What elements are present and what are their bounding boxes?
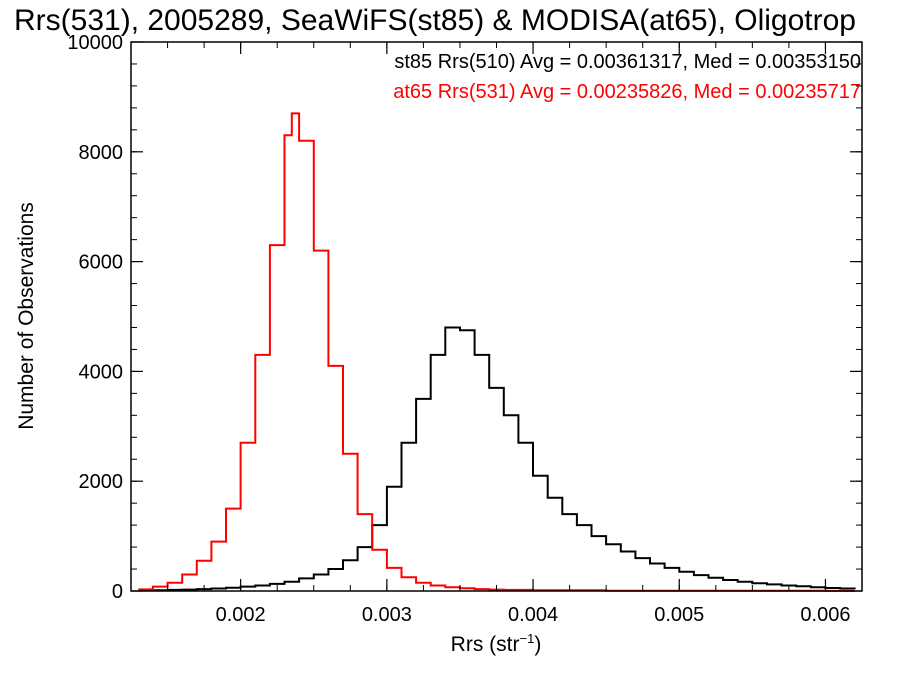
y-tick-label: 8000: [79, 142, 124, 164]
series-line-1: [138, 112, 855, 592]
y-axis-label: Number of Observations: [15, 202, 38, 430]
tick-layer: 0.002 0.003 0.004 0.005 0.006 0 2000 4000 6000 80…: [67, 32, 863, 626]
y-tick-label: 4000: [79, 361, 124, 383]
series-line-0: [138, 326, 856, 592]
chart-title: Rrs(531), 2005289, SeaWiFS(st85) & MODIS…: [14, 4, 856, 37]
series-layer: [138, 112, 856, 592]
x-axis-label-sup: −1: [520, 631, 535, 646]
y-tick-label: 2000: [79, 471, 124, 493]
x-tick-label: 0.002: [216, 604, 266, 626]
x-axis-label-main: Rrs (str: [451, 633, 520, 656]
x-axis-label: Rrs (str−1): [451, 631, 542, 656]
y-tick-label: 6000: [79, 252, 124, 274]
y-tick-label: 0: [112, 581, 123, 603]
x-tick-label: 0.005: [654, 604, 704, 626]
legend-entry-st85: st85 Rrs(510) Avg = 0.00361317, Med = 0.…: [394, 51, 861, 73]
x-axis-label-end: ): [534, 633, 541, 656]
x-tick-label: 0.004: [508, 604, 558, 626]
legend-entry-at65: at65 Rrs(531) Avg = 0.00235826, Med = 0.…: [393, 81, 861, 103]
x-tick-label: 0.006: [800, 604, 850, 626]
y-tick-label: 10000: [67, 32, 123, 54]
x-tick-label: 0.003: [362, 604, 412, 626]
